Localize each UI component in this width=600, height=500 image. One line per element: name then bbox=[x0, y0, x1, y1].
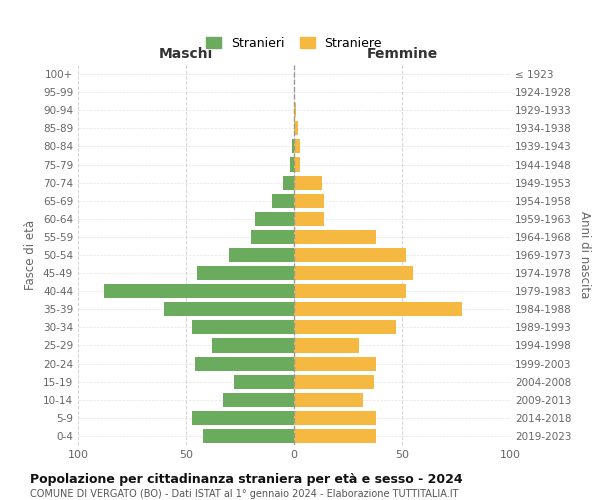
Text: Popolazione per cittadinanza straniera per età e sesso - 2024: Popolazione per cittadinanza straniera p… bbox=[30, 472, 463, 486]
Bar bbox=[294, 158, 301, 172]
Bar bbox=[255, 212, 294, 226]
Bar bbox=[193, 320, 294, 334]
Bar bbox=[294, 302, 463, 316]
Bar bbox=[294, 338, 359, 352]
Y-axis label: Fasce di età: Fasce di età bbox=[25, 220, 37, 290]
Text: Maschi: Maschi bbox=[159, 48, 213, 62]
Bar bbox=[194, 356, 294, 370]
Bar bbox=[193, 411, 294, 425]
Bar bbox=[294, 356, 376, 370]
Bar bbox=[294, 429, 376, 443]
Bar bbox=[292, 140, 294, 153]
Bar bbox=[294, 284, 406, 298]
Bar bbox=[203, 429, 294, 443]
Bar bbox=[294, 194, 324, 208]
Y-axis label: Anni di nascita: Anni di nascita bbox=[578, 212, 591, 298]
Bar bbox=[294, 140, 301, 153]
Bar bbox=[104, 284, 294, 298]
Bar bbox=[294, 320, 395, 334]
Bar bbox=[290, 158, 294, 172]
Text: COMUNE DI VERGATO (BO) - Dati ISTAT al 1° gennaio 2024 - Elaborazione TUTTITALIA: COMUNE DI VERGATO (BO) - Dati ISTAT al 1… bbox=[30, 489, 458, 499]
Bar bbox=[294, 411, 376, 425]
Bar bbox=[294, 266, 413, 280]
Bar bbox=[164, 302, 294, 316]
Bar bbox=[283, 176, 294, 190]
Bar bbox=[272, 194, 294, 208]
Bar bbox=[294, 122, 298, 136]
Bar bbox=[294, 230, 376, 244]
Bar bbox=[223, 392, 294, 407]
Bar bbox=[197, 266, 294, 280]
Bar bbox=[212, 338, 294, 352]
Bar bbox=[294, 176, 322, 190]
Bar bbox=[294, 248, 406, 262]
Bar bbox=[229, 248, 294, 262]
Bar bbox=[294, 103, 296, 118]
Legend: Stranieri, Straniere: Stranieri, Straniere bbox=[202, 33, 386, 54]
Bar bbox=[294, 374, 374, 388]
Text: Femmine: Femmine bbox=[367, 48, 437, 62]
Bar bbox=[251, 230, 294, 244]
Bar bbox=[294, 392, 363, 407]
Bar bbox=[233, 374, 294, 388]
Bar bbox=[294, 212, 324, 226]
